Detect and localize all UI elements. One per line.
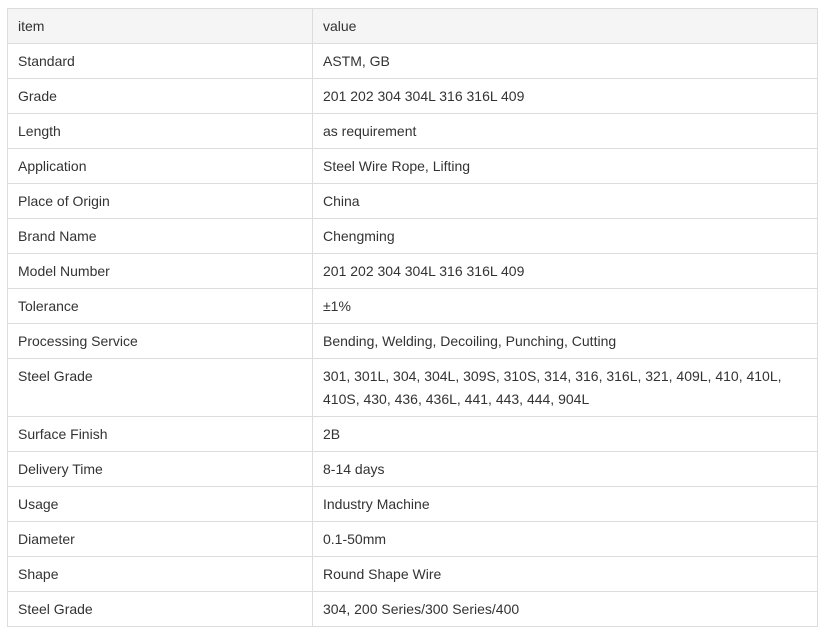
table-row: Steel Grade 304, 200 Series/300 Series/40… [7,591,818,627]
table-row: Place of Origin China [7,183,818,219]
table-row: Steel Grade 301, 301L, 304, 304L, 309S, 3… [7,358,818,417]
cell-item: Standard [7,43,313,79]
table-row: Processing Service Bending, Welding, Deco… [7,323,818,359]
cell-item: Grade [7,78,313,114]
table-row: Surface Finish 2B [7,416,818,452]
cell-value: 201 202 304 304L 316 316L 409 [312,253,818,289]
cell-item: Tolerance [7,288,313,324]
cell-item: Diameter [7,521,313,557]
cell-value: 0.1-50mm [312,521,818,557]
cell-item: Place of Origin [7,183,313,219]
table-row: Grade 201 202 304 304L 316 316L 409 [7,78,818,114]
cell-item: Shape [7,556,313,592]
table-row: Length as requirement [7,113,818,149]
cell-value: 2B [312,416,818,452]
spec-table: item value Standard ASTM, GB Grade 201 202 … [7,8,818,627]
table-row: Tolerance ±1% [7,288,818,324]
cell-value: Steel Wire Rope, Lifting [312,148,818,184]
cell-item: Surface Finish [7,416,313,452]
cell-value: Round Shape Wire [312,556,818,592]
cell-value: 201 202 304 304L 316 316L 409 [312,78,818,114]
table-row: Diameter 0.1-50mm [7,521,818,557]
cell-item: Brand Name [7,218,313,254]
table-row: Shape Round Shape Wire [7,556,818,592]
header-item: item [7,8,313,44]
table-row: Model Number 201 202 304 304L 316 316L 40… [7,253,818,289]
cell-value: Industry Machine [312,486,818,522]
cell-value: ±1% [312,288,818,324]
cell-item: Processing Service [7,323,313,359]
table-row: Usage Industry Machine [7,486,818,522]
cell-item: Delivery Time [7,451,313,487]
table-row: Delivery Time 8-14 days [7,451,818,487]
cell-value: ASTM, GB [312,43,818,79]
cell-item: Application [7,148,313,184]
cell-value: 301, 301L, 304, 304L, 309S, 310S, 314, 3… [312,358,818,417]
cell-item: Length [7,113,313,149]
header-value: value [312,8,818,44]
table-row: Application Steel Wire Rope, Lifting [7,148,818,184]
cell-item: Model Number [7,253,313,289]
cell-value: 8-14 days [312,451,818,487]
cell-value: 304, 200 Series/300 Series/400 [312,591,818,627]
table-row: Standard ASTM, GB [7,43,818,79]
table-header-row: item value [7,8,818,44]
cell-value: Chengming [312,218,818,254]
cell-item: Steel Grade [7,591,313,627]
cell-item: Usage [7,486,313,522]
cell-value: China [312,183,818,219]
cell-value: as requirement [312,113,818,149]
table-row: Brand Name Chengming [7,218,818,254]
cell-value: Bending, Welding, Decoiling, Punching, C… [312,323,818,359]
cell-item: Steel Grade [7,358,313,417]
